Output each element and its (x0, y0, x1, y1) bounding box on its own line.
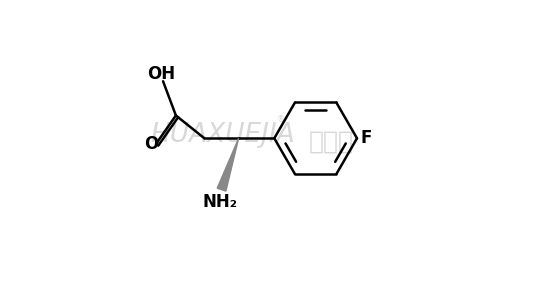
Polygon shape (217, 138, 239, 191)
Text: ®: ® (277, 115, 286, 124)
Text: 化学加: 化学加 (309, 129, 354, 153)
Text: F: F (361, 129, 372, 147)
Text: HUAXUEJIA: HUAXUEJIA (151, 122, 295, 148)
Text: OH: OH (148, 65, 176, 83)
Text: NH₂: NH₂ (203, 194, 237, 211)
Text: O: O (144, 135, 158, 153)
